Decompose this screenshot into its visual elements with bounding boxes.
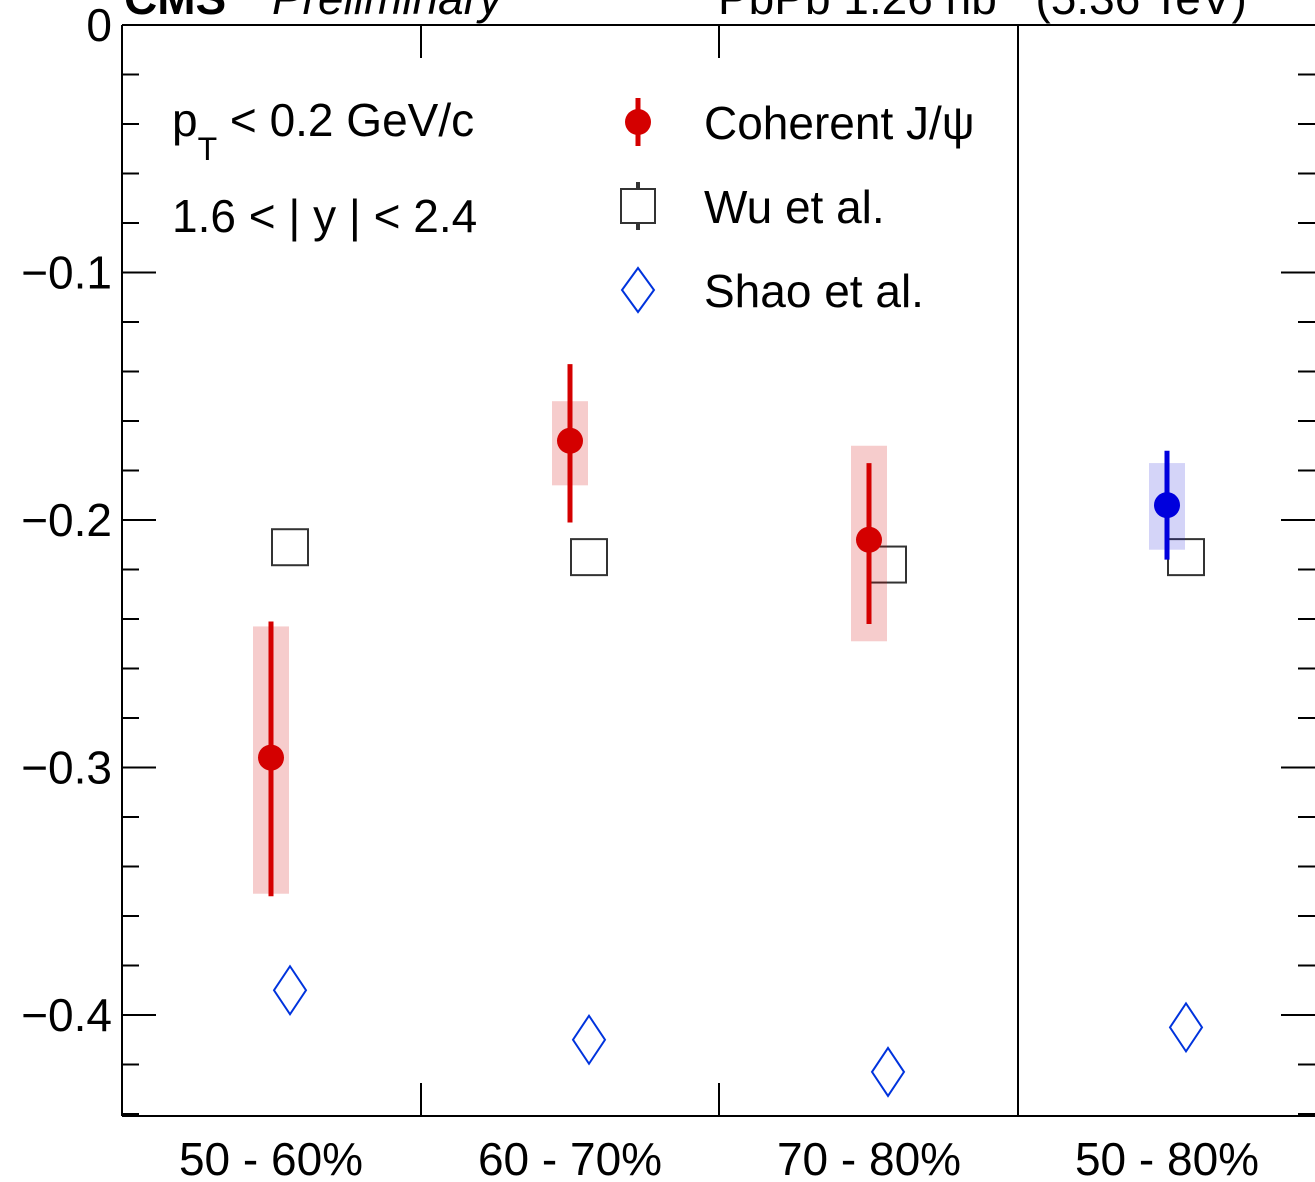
legend: Coherent J/ψ Wu et al. Shao et al. — [620, 97, 975, 317]
pt-cut-label: pT < 0.2 GeV/c — [172, 94, 474, 167]
rapidity-cut-label: 1.6 < | y | < 2.4 — [172, 190, 477, 242]
legend-coherent-marker — [625, 109, 651, 135]
energy-text: (5.36 TeV) — [1035, 0, 1246, 24]
legend-wu-marker — [620, 188, 656, 224]
x-category-label: 50 - 80% — [1075, 1133, 1259, 1182]
legend-label: Shao et al. — [704, 265, 924, 317]
y-tick-label: −0.4 — [21, 989, 112, 1041]
luminosity-label: PbPb 1.26 nb-1 (5.36 TeV) — [718, 0, 1247, 24]
pt-cut-rest: < 0.2 GeV/c — [217, 94, 474, 146]
axis-ticks — [122, 24, 1315, 1116]
x-category-label: 60 - 70% — [478, 1133, 662, 1182]
wu-marker — [570, 538, 608, 577]
pt-cut-p: p — [172, 94, 198, 146]
legend-label: Coherent J/ψ — [704, 97, 975, 149]
status-label: Preliminary — [272, 0, 505, 24]
y-axis-tick-labels: 0 −0.1 −0.2 −0.3 −0.4 — [21, 0, 112, 1041]
x-category-label: 70 - 80% — [777, 1133, 961, 1182]
data-point — [856, 526, 882, 553]
luminosity-superscript: -1 — [997, 0, 1024, 3]
shao-marker — [272, 964, 308, 1017]
x-category-label: 50 - 60% — [179, 1133, 363, 1182]
y-tick-label: −0.3 — [21, 742, 112, 794]
x-axis-tick-labels: 50 - 60% 60 - 70% 70 - 80% 50 - 80% — [179, 1133, 1259, 1182]
wu-marker — [271, 528, 309, 567]
pt-cut-sub: T — [198, 131, 218, 167]
luminosity-text: PbPb 1.26 nb — [718, 0, 997, 24]
data-point — [557, 427, 583, 454]
y-tick-label: 0 — [86, 0, 112, 51]
y-tick-label: −0.2 — [21, 494, 112, 546]
legend-shao-marker — [620, 266, 656, 314]
legend-label: Wu et al. — [704, 181, 885, 233]
shao-marker — [1168, 1001, 1204, 1054]
data-marks — [253, 364, 1205, 1098]
experiment-label: CMS — [124, 0, 226, 24]
y-tick-label: −0.1 — [21, 247, 112, 299]
shao-marker — [571, 1013, 607, 1066]
shao-marker — [870, 1046, 906, 1098]
data-point — [1154, 492, 1180, 519]
data-point — [258, 744, 284, 771]
